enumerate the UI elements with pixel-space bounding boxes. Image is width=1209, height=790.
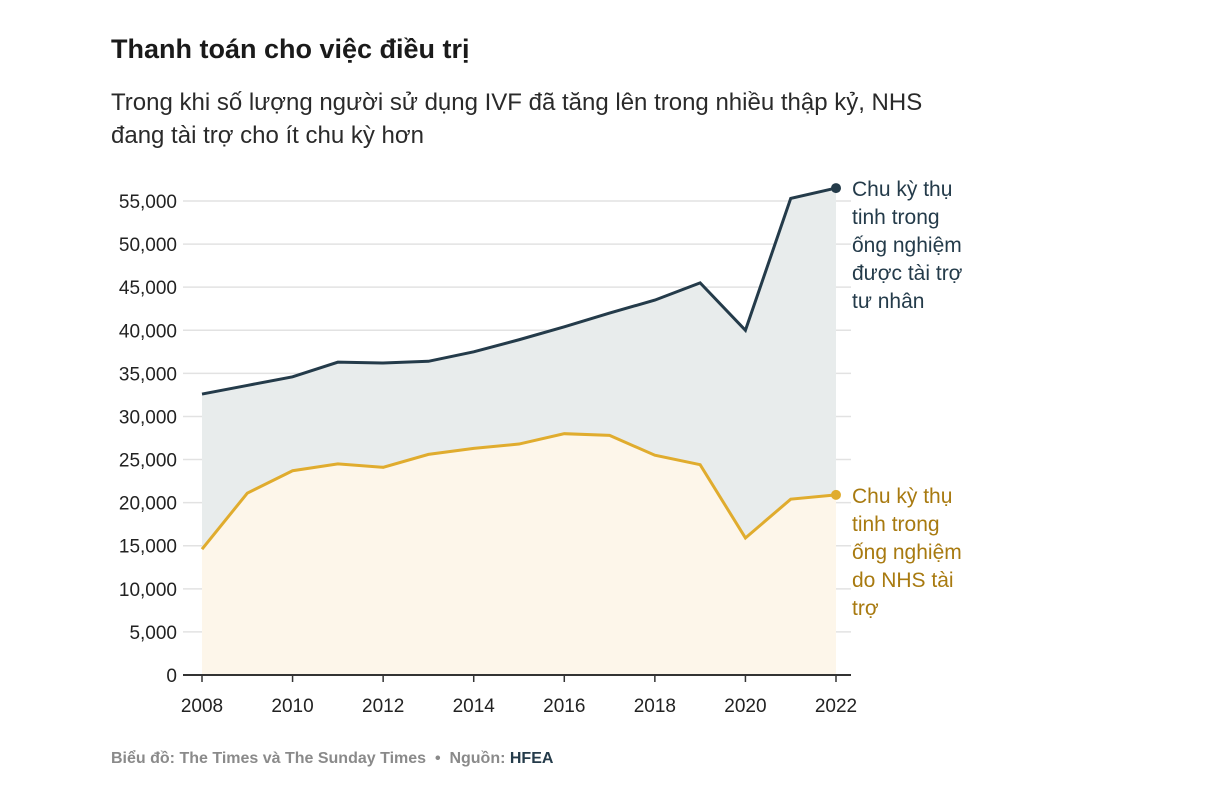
y-tick-label: 30,000 [119, 407, 177, 428]
nhs-series-label: ống nghiệm [852, 541, 962, 564]
y-tick-label: 35,000 [119, 364, 177, 385]
nhs-area [202, 433, 836, 675]
x-tick-label: 2018 [634, 696, 676, 717]
y-tick-label: 45,000 [119, 278, 177, 299]
y-tick-label: 40,000 [119, 321, 177, 342]
chart-title: Thanh toán cho việc điều trị [111, 34, 470, 64]
y-tick-label: 0 [166, 666, 177, 687]
x-tick-label: 2022 [815, 696, 857, 717]
nhs-series-label: trợ [852, 597, 879, 620]
private-series-label: Chu kỳ thụ [852, 178, 952, 201]
nhs-series-label: do NHS tài [852, 569, 954, 592]
x-tick-label: 2020 [724, 696, 766, 717]
private-line [201, 186, 837, 396]
x-tick-label: 2010 [271, 696, 313, 717]
chart-credit: Biểu đồ: The Times và The Sunday Times [111, 750, 427, 767]
nhs-series-label: tinh trong [852, 513, 940, 536]
y-tick-label: 10,000 [119, 580, 177, 601]
private-series-label: được tài trợ [852, 262, 963, 285]
private-end-dot [831, 183, 841, 194]
x-tick-label: 2016 [543, 696, 585, 717]
y-tick-label: 5,000 [129, 623, 177, 644]
footer: Biểu đồ: The Times và The Sunday Times •… [111, 750, 553, 768]
source-label: Nguồn: [449, 750, 506, 767]
y-tick-label: 15,000 [119, 537, 177, 558]
y-tick-label: 55,000 [119, 192, 177, 213]
x-tick-label: 2014 [453, 696, 496, 717]
separator: • [434, 750, 441, 767]
nhs-end-dot [831, 489, 841, 500]
x-tick-label: 2012 [362, 696, 404, 717]
y-tick-label: 50,000 [119, 235, 177, 256]
y-tick-label: 20,000 [119, 494, 177, 515]
nhs-series-label: Chu kỳ thụ [852, 485, 952, 508]
chart-subtitle: Trong khi số lượng người sử dụng IVF đã … [111, 89, 923, 149]
source: HFEA [509, 750, 554, 767]
x-tick-label: 2008 [181, 696, 223, 717]
private-series-label: tư nhân [852, 290, 924, 313]
y-tick-label: 25,000 [119, 451, 177, 472]
private-series-label: ống nghiệm [852, 234, 962, 257]
nhs-line [200, 432, 837, 551]
private-series-label: tinh trong [852, 206, 940, 229]
